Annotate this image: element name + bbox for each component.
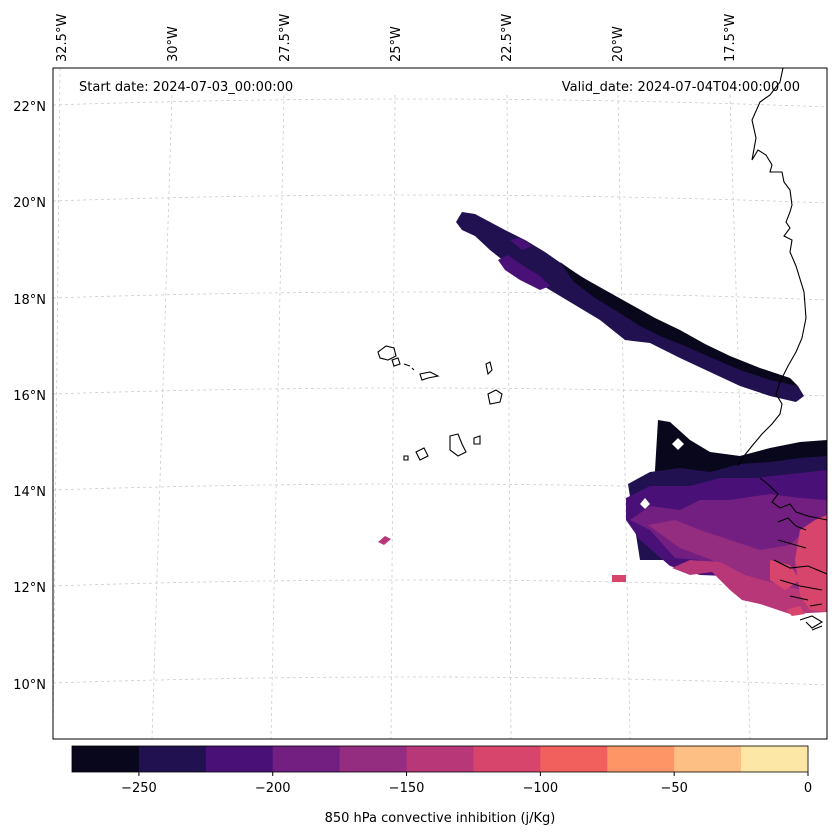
cin-region-south-125b — [770, 560, 800, 590]
parallel-16n — [53, 387, 827, 397]
colorbar-swatch — [473, 746, 541, 772]
lat-label-20n: 20°N — [13, 196, 46, 211]
lat-label-10n: 10°N — [13, 678, 46, 693]
island-boa-vista — [487, 389, 503, 405]
island-brava — [403, 455, 409, 461]
island-sao-vicente — [391, 357, 401, 367]
colorbar-swatch — [741, 746, 809, 772]
colorbar-swatches — [72, 746, 809, 772]
meridian-20w — [617, 94, 631, 739]
colorbar-swatch — [205, 746, 274, 772]
parallel-20n — [53, 194, 827, 204]
cin-hole-1 — [672, 438, 684, 450]
latitude-labels: 22°N 20°N 18°N 16°N 14°N 12°N 10°N — [13, 100, 46, 693]
lat-label-22n: 22°N — [13, 100, 46, 115]
colorbar-tick-label: −200 — [255, 781, 291, 796]
cin-region-north-225 — [498, 255, 550, 290]
parallel-12n — [53, 579, 827, 589]
lon-label-22-5w: 22.5°W — [500, 14, 515, 62]
colorbar-swatch — [272, 746, 341, 772]
map-frame — [52, 67, 828, 740]
africa-coastline — [737, 68, 807, 467]
cin-patch-small-2 — [378, 536, 391, 545]
lat-label-18n: 18°N — [13, 293, 46, 308]
meridian-22-5w — [506, 94, 512, 739]
meridian-30w — [151, 94, 173, 739]
lon-label-32-5w: 32.5°W — [55, 14, 70, 62]
island-fogo — [415, 447, 429, 461]
colorbar-swatch — [540, 746, 608, 772]
longitude-labels: 32.5°W 30°W 27.5°W 25°W 22.5°W 20°W 17.5… — [55, 14, 738, 62]
cin-region-north-275 — [560, 262, 798, 386]
cin-patch-small-1 — [612, 575, 626, 582]
island-sao-nicolau — [419, 371, 440, 381]
map-panel: Start date: 2024-07-03_00:00:00 Valid_da… — [52, 67, 828, 740]
meridian-25w — [390, 94, 396, 739]
colorbar-tick-label: −150 — [389, 781, 425, 796]
cin-region-south-125c — [786, 606, 805, 616]
graticule — [53, 68, 827, 739]
colorbar-swatch — [406, 746, 474, 772]
valid-date-label: Valid_date: 2024-07-04T04:00:00.00 — [562, 80, 800, 95]
meridian-32-5w — [53, 68, 61, 739]
island-santa-luzia — [403, 363, 415, 371]
colorbar-swatch — [339, 746, 408, 772]
colorbar-swatch — [72, 746, 140, 772]
cin-region-south-150 — [672, 560, 827, 614]
colorbar-tick-label: 0 — [804, 781, 812, 796]
africa-coastline-south — [759, 477, 827, 631]
colorbar-tick-label: −100 — [523, 781, 559, 796]
colorbar-frame — [71, 745, 809, 773]
colorbar-label: 850 hPa convective inhibition (j/Kg) — [325, 811, 556, 826]
map-background — [53, 68, 827, 739]
parallel-22n — [53, 98, 827, 108]
cin-region-south-125 — [795, 515, 827, 612]
colorbar-swatch — [138, 746, 207, 772]
parallel-10n — [53, 676, 827, 686]
meridian-27-5w — [270, 94, 285, 739]
island-santiago — [449, 433, 467, 457]
cin-contour-south-blob — [378, 420, 827, 616]
lat-label-16n: 16°N — [13, 389, 46, 404]
meridian-17-5w — [729, 94, 751, 739]
lon-label-30w: 30°W — [166, 26, 181, 62]
island-sal — [485, 361, 493, 376]
coastlines — [377, 68, 827, 631]
cin-region-north-225b — [510, 238, 532, 250]
colorbar-tick-label: −250 — [121, 781, 157, 796]
island-santo-antao — [377, 345, 397, 361]
cin-hole-2 — [640, 498, 650, 509]
colorbar-swatch — [674, 746, 742, 772]
colorbar-swatch — [607, 746, 675, 772]
lat-label-14n: 14°N — [13, 485, 46, 500]
island-maio — [473, 435, 481, 445]
lat-label-12n: 12°N — [13, 581, 46, 596]
parallel-18n — [53, 291, 827, 301]
lon-label-17-5w: 17.5°W — [723, 14, 738, 62]
lon-label-25w: 25°W — [389, 26, 404, 62]
start-date-label: Start date: 2024-07-03_00:00:00 — [79, 80, 293, 95]
cin-contour-north-band — [456, 212, 804, 402]
colorbar-tick-label: −50 — [660, 781, 687, 796]
colorbar: −250 −200 −150 −100 −50 0 850 hPa convective … — [71, 745, 812, 826]
lon-label-27-5w: 27.5°W — [278, 14, 293, 62]
colorbar-ticks: −250 −200 −150 −100 −50 0 — [121, 772, 812, 796]
parallel-14n — [53, 483, 827, 493]
lon-label-20w: 20°W — [611, 26, 626, 62]
